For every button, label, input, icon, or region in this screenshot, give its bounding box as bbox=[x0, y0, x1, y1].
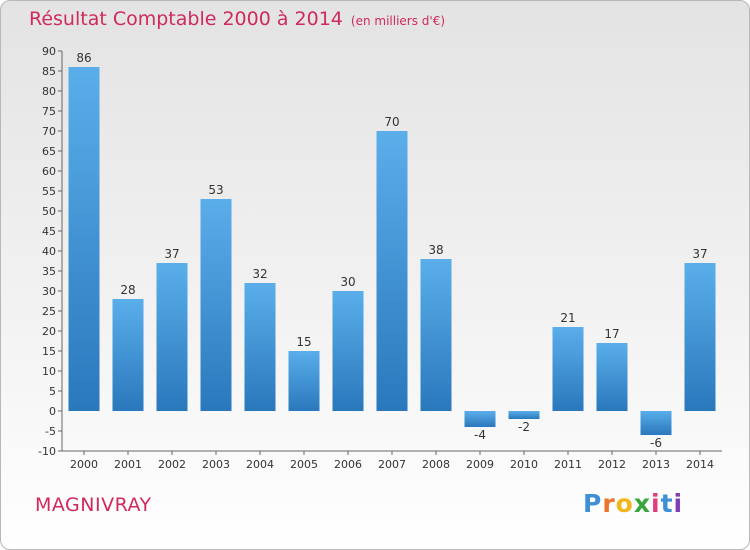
logo-letter: t bbox=[660, 489, 674, 518]
bar-value-label: -4 bbox=[474, 428, 486, 442]
y-tick-label: 70 bbox=[42, 125, 56, 138]
x-tick-label: 2000 bbox=[70, 458, 98, 471]
x-tick-label: 2006 bbox=[334, 458, 362, 471]
bar bbox=[68, 67, 100, 411]
logo-letter: o bbox=[615, 489, 634, 518]
logo-letter: r bbox=[602, 489, 616, 518]
bar-value-label: 17 bbox=[604, 327, 619, 341]
y-tick-label: 20 bbox=[42, 325, 56, 338]
chart-title: Résultat Comptable 2000 à 2014 (en millie… bbox=[29, 8, 445, 30]
logo-letter: P bbox=[583, 489, 603, 518]
y-tick-label: 30 bbox=[42, 285, 56, 298]
y-tick-label: 75 bbox=[42, 105, 56, 118]
bar-value-label: 21 bbox=[560, 311, 575, 325]
bar bbox=[508, 411, 540, 419]
chart-title-text: Résultat Comptable 2000 à 2014 bbox=[29, 8, 343, 30]
bar bbox=[464, 411, 496, 427]
bar bbox=[332, 291, 364, 411]
bar bbox=[552, 327, 584, 411]
x-tick-label: 2004 bbox=[246, 458, 274, 471]
y-tick-label: -10 bbox=[38, 445, 56, 458]
x-tick-label: 2001 bbox=[114, 458, 142, 471]
y-tick-label: 85 bbox=[42, 65, 56, 78]
x-tick-label: 2014 bbox=[686, 458, 714, 471]
bar-value-label: -6 bbox=[650, 436, 662, 450]
bar-value-label: 37 bbox=[164, 247, 179, 261]
bar bbox=[112, 299, 144, 411]
bar bbox=[684, 263, 716, 411]
bar bbox=[640, 411, 672, 435]
y-tick-label: 5 bbox=[49, 385, 56, 398]
y-tick-label: 35 bbox=[42, 265, 56, 278]
y-tick-label: 40 bbox=[42, 245, 56, 258]
y-tick-label: 50 bbox=[42, 205, 56, 218]
bar-value-label: 70 bbox=[384, 115, 399, 129]
logo-letter: x bbox=[633, 489, 651, 518]
bar-value-label: -2 bbox=[518, 420, 530, 434]
y-tick-label: 60 bbox=[42, 165, 56, 178]
y-tick-label: 0 bbox=[49, 405, 56, 418]
y-tick-label: 55 bbox=[42, 185, 56, 198]
x-tick-label: 2010 bbox=[510, 458, 538, 471]
y-tick-label: 15 bbox=[42, 345, 56, 358]
x-tick-label: 2012 bbox=[598, 458, 626, 471]
bar bbox=[288, 351, 320, 411]
bar-value-label: 30 bbox=[340, 275, 355, 289]
y-tick-label: 10 bbox=[42, 365, 56, 378]
bar bbox=[596, 343, 628, 411]
bar-value-label: 37 bbox=[692, 247, 707, 261]
logo-letter: i bbox=[673, 489, 684, 518]
axis-layer: -10 -5 0 5 10 15 20 25 30 35 40 45 50 55 60 65 70 75 80 85 9… bbox=[38, 45, 722, 471]
bar-value-label: 32 bbox=[252, 267, 267, 281]
y-tick-label: 65 bbox=[42, 145, 56, 158]
logo-letter: i bbox=[651, 489, 661, 518]
bar-value-label: 15 bbox=[296, 335, 311, 349]
y-tick-label: 90 bbox=[42, 45, 56, 58]
bar-layer: 86 28 37 53 32 15 30 70 38 -4 -2 21 17 -6 37 bbox=[68, 51, 716, 450]
bar bbox=[200, 199, 232, 411]
bar bbox=[244, 283, 276, 411]
x-tick-label: 2003 bbox=[202, 458, 230, 471]
x-tick-label: 2002 bbox=[158, 458, 186, 471]
location-name: MAGNIVRAY bbox=[35, 494, 152, 516]
bar-value-label: 28 bbox=[120, 283, 135, 297]
y-tick-label: -5 bbox=[45, 425, 56, 438]
x-tick-label: 2013 bbox=[642, 458, 670, 471]
x-tick-label: 2009 bbox=[466, 458, 494, 471]
bar bbox=[376, 131, 408, 411]
bar bbox=[420, 259, 452, 411]
x-tick-label: 2007 bbox=[378, 458, 406, 471]
x-tick-label: 2011 bbox=[554, 458, 582, 471]
bar-value-label: 86 bbox=[76, 51, 91, 65]
y-tick-label: 45 bbox=[42, 225, 56, 238]
bar bbox=[156, 263, 188, 411]
y-tick-label: 80 bbox=[42, 85, 56, 98]
x-tick-label: 2005 bbox=[290, 458, 318, 471]
bar-value-label: 53 bbox=[208, 183, 223, 197]
proxiti-logo: Proxiti bbox=[583, 489, 683, 518]
chart-subtitle: (en milliers d'€) bbox=[350, 14, 446, 28]
x-tick-label: 2008 bbox=[422, 458, 450, 471]
bar-value-label: 38 bbox=[428, 243, 443, 257]
y-tick-label: 25 bbox=[42, 305, 56, 318]
